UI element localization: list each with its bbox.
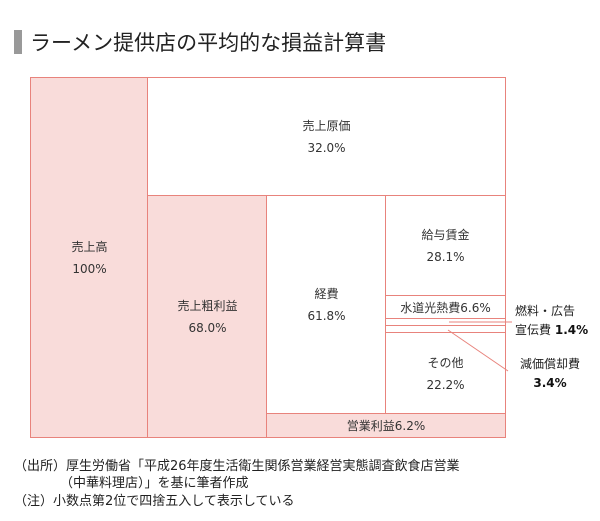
label: 燃料・広告	[515, 304, 576, 318]
fuel-ad-callout: 燃料・広告宣伝費 1.4%	[515, 302, 588, 340]
label: 売上粗利益	[177, 298, 238, 313]
sales-block: 売上高 100%	[30, 77, 149, 438]
label: その他	[427, 355, 464, 370]
operating-profit-block: 営業利益6.2%	[266, 413, 506, 438]
other-block: その他 22.2%	[385, 332, 506, 415]
expenses-block: 経費 61.8%	[266, 195, 387, 415]
rounding-note: （注）小数点第2位で四捨五入して表示している	[14, 494, 295, 509]
label: 営業利益6.2%	[346, 418, 426, 433]
value: 22.2%	[426, 377, 465, 392]
label: 給与賃金	[421, 228, 470, 242]
label: 減価償却費	[520, 357, 581, 371]
utilities-block: 水道光熱費6.6%	[385, 295, 506, 320]
source-note-1: （出所）厚生労働省「平成26年度生活衛生関係営業経営実態調査飲食店営業	[14, 459, 460, 474]
label: 水道光熱費6.6%	[400, 300, 491, 315]
depreciation-callout: 減価償却費 3.4%	[520, 355, 580, 393]
label: 売上原価	[302, 119, 351, 133]
value: 68.0%	[188, 320, 227, 335]
label: 売上高	[71, 239, 108, 254]
title-text: ラーメン提供店の平均的な損益計算書	[30, 31, 387, 55]
value: 100%	[72, 261, 107, 276]
title-bar	[14, 30, 22, 54]
value: 32.0%	[307, 141, 346, 155]
value: 1.4%	[554, 323, 589, 337]
cogs-block: 売上原価 32.0%	[147, 77, 506, 197]
label: 経費	[314, 287, 339, 301]
gross-profit-block: 売上粗利益 68.0%	[147, 195, 268, 438]
source-note-2: （中華料理店）」を基に筆者作成	[60, 476, 249, 491]
depreciation-leader	[447, 329, 509, 372]
value: 3.4%	[533, 376, 567, 390]
page-title: ラーメン提供店の平均的な損益計算書	[14, 27, 386, 57]
label: 宣伝費	[515, 323, 552, 337]
value: 61.8%	[307, 309, 346, 323]
value: 28.1%	[426, 250, 465, 264]
